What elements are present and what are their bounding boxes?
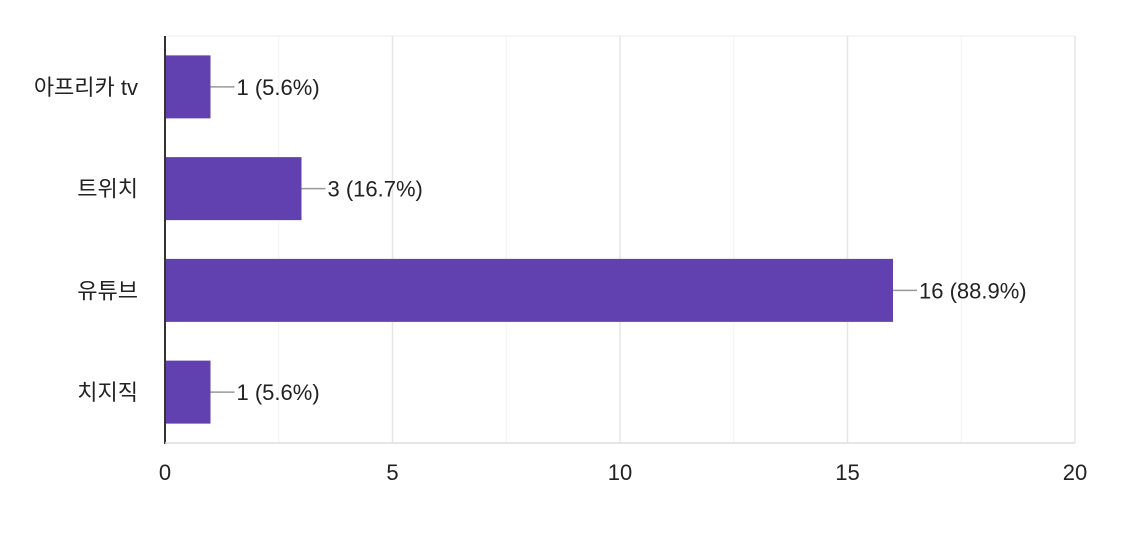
- data-label: 1 (5.6%): [237, 380, 320, 405]
- axes: 0 5 10 15 20: [159, 36, 1087, 485]
- x-tick-label: 15: [835, 460, 859, 485]
- data-label: 1 (5.6%): [237, 75, 320, 100]
- category-label: 치지직: [77, 380, 138, 405]
- data-label: 3 (16.7%): [328, 177, 423, 202]
- category-label: 트위치: [77, 177, 138, 202]
- category-label: 아프리카 tv: [34, 75, 138, 100]
- x-tick-label: 20: [1063, 460, 1087, 485]
- category-label: 유튜브: [77, 278, 138, 303]
- x-tick-label: 0: [159, 460, 171, 485]
- bar: [165, 157, 302, 221]
- data-label: 16 (88.9%): [919, 278, 1027, 303]
- data-labels: 아프리카 tv 1 (5.6%) 트위치 3 (16.7%) 유튜브 16 (88.9%)…: [34, 75, 1027, 405]
- bar: [165, 55, 211, 119]
- gridlines: [165, 35, 1076, 443]
- bar: [165, 258, 893, 322]
- bars: [165, 55, 893, 424]
- x-tick-label: 5: [386, 460, 398, 485]
- x-tick-label: 10: [608, 460, 632, 485]
- bar: [165, 360, 211, 424]
